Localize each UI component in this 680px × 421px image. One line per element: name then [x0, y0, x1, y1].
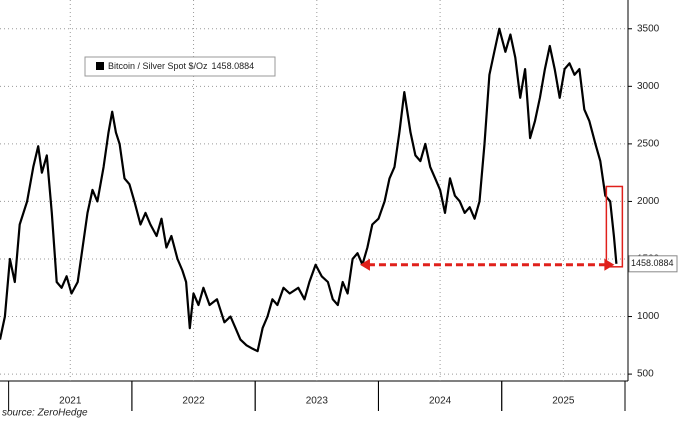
legend: Bitcoin / Silver Spot $/Oz 1458.0884: [84, 56, 276, 77]
legend-text: Bitcoin / Silver Spot $/Oz 1458.0884: [108, 61, 254, 71]
x-tick-label: 2024: [429, 396, 452, 407]
x-tick-label: 2021: [59, 396, 82, 407]
y-tick-label: 2000: [637, 196, 660, 207]
legend-value: 1458.0884: [212, 61, 255, 71]
last-value-box: [628, 255, 678, 273]
arrow-head-right: [604, 258, 615, 271]
series-line: [0, 27, 618, 353]
y-tick-label: 3000: [637, 81, 660, 92]
arrow-head-left: [359, 258, 370, 271]
x-tick-label: 2022: [182, 396, 205, 407]
legend-label: Bitcoin / Silver Spot $/Oz: [108, 61, 208, 71]
y-tick-label: 1000: [637, 311, 660, 322]
source: source: ZeroHedge: [2, 408, 88, 419]
y-tick-label: 2500: [637, 139, 660, 150]
x-tick-label: 2023: [306, 396, 329, 407]
last-value-label: 1458.0884: [631, 258, 674, 268]
y-tick-label: 3500: [637, 23, 660, 34]
legend-box: [84, 56, 276, 77]
legend-swatch: [96, 62, 104, 70]
x-tick-label: 2025: [552, 396, 575, 407]
y-tick-label: 500: [637, 369, 654, 380]
highlight-box: [605, 185, 624, 268]
